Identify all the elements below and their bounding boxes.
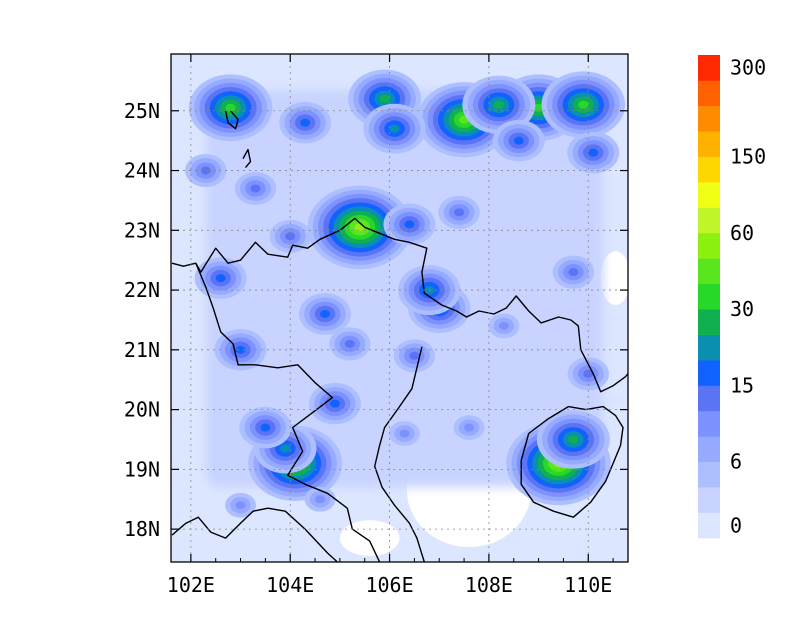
colorbar-label: 0: [730, 513, 742, 537]
precip-hotspot: [398, 265, 461, 316]
precip-hotspot: [188, 74, 273, 142]
coastlines: [171, 110, 628, 562]
dry-area: [600, 251, 628, 306]
coastline: [242, 148, 252, 169]
colorbar-label: 60: [730, 221, 754, 245]
colorbar-swatch: [698, 410, 720, 437]
map-panel: 102E 104E 106E 108E 110E 18N 19N 20N 21N 22N 23N 2…: [124, 53, 629, 597]
colorbar-swatch: [698, 105, 720, 132]
precip-hotspot: [225, 492, 257, 518]
colorbar-swatch: [698, 80, 720, 107]
precip-hotspot: [308, 382, 361, 425]
precip-hotspot: [453, 415, 485, 440]
x-tick-label: 110E: [564, 573, 612, 597]
colorbar-swatch: [698, 512, 720, 539]
precip-hotspot: [388, 421, 420, 446]
precip-hotspot: [383, 203, 436, 246]
precip-hotspot: [194, 257, 247, 299]
y-tick-label: 22N: [124, 278, 160, 302]
precip-hotspot: [279, 101, 332, 144]
x-tick-label: 106E: [365, 573, 413, 597]
coastline: [224, 110, 239, 130]
colorbar-swatch: [698, 334, 720, 361]
y-tick-label: 21N: [124, 338, 160, 362]
precip-hotspot: [536, 410, 610, 469]
coastline: [171, 217, 628, 393]
colorbar-swatch: [698, 436, 720, 463]
coastline: [171, 507, 338, 562]
colorbar-swatch: [698, 283, 720, 310]
colorbar-label: 30: [730, 297, 754, 321]
colorbar-swatch: [698, 461, 720, 488]
colorbar-swatch: [698, 258, 720, 285]
precip-hotspot: [363, 103, 426, 154]
colorbar: 0 6 15 30 60 150 300: [698, 55, 766, 539]
colorbar-label: 300: [730, 56, 766, 80]
precip-hotspot: [488, 313, 520, 339]
y-tick-label: 20N: [124, 398, 160, 422]
colorbar-swatch: [698, 360, 720, 386]
precip-hotspot: [541, 71, 626, 139]
colorbar-swatch: [698, 487, 720, 513]
map-frame: [170, 53, 629, 563]
precip-hotspot: [269, 219, 311, 253]
precip-hotspot: [185, 153, 227, 188]
precip-hotspot: [567, 131, 620, 174]
precip-hotspot: [492, 119, 545, 162]
precip-hotspot: [552, 255, 595, 289]
x-tick-label: 108E: [465, 573, 513, 597]
y-tick-label: 24N: [124, 159, 160, 183]
precip-hotspot: [438, 195, 480, 229]
precip-hotspots: [185, 69, 626, 518]
precip-hotspot: [239, 406, 292, 449]
precip-hotspot: [329, 327, 371, 361]
y-tick-label: 23N: [124, 218, 160, 242]
colorbar-label: 150: [730, 145, 766, 169]
y-tick-label: 18N: [124, 517, 160, 541]
colorbar-swatch: [698, 55, 720, 81]
x-tick-label: 102E: [167, 573, 215, 597]
dry-area: [339, 520, 400, 557]
colorbar-swatch: [698, 207, 720, 234]
colorbar-swatch: [698, 131, 720, 157]
coastline: [374, 346, 425, 562]
precip-hotspot: [393, 339, 436, 373]
precip-hotspot: [298, 293, 351, 335]
colorbar-swatch: [698, 156, 720, 183]
y-axis-ticks: 18N 19N 20N 21N 22N 23N 24N 25N: [124, 99, 628, 541]
colorbar-swatch: [698, 182, 720, 208]
colorbar-swatch: [698, 385, 720, 412]
coastline: [195, 262, 381, 562]
x-axis-ticks: 102E 104E 106E 108E 110E: [167, 54, 614, 597]
coastline: [520, 405, 624, 518]
y-tick-label: 19N: [124, 457, 160, 481]
colorbar-swatch: [698, 309, 720, 335]
precip-hotspot: [307, 185, 413, 270]
y-tick-label: 25N: [124, 99, 160, 123]
colorbar-swatch: [698, 232, 720, 259]
x-tick-label: 104E: [266, 573, 314, 597]
precip-hotspot: [462, 75, 536, 134]
colorbar-label: 15: [730, 373, 754, 397]
colorbar-label: 6: [730, 450, 742, 474]
precip-hotspot: [234, 171, 277, 206]
gridlines: [171, 54, 628, 562]
precip-field: [171, 54, 628, 562]
